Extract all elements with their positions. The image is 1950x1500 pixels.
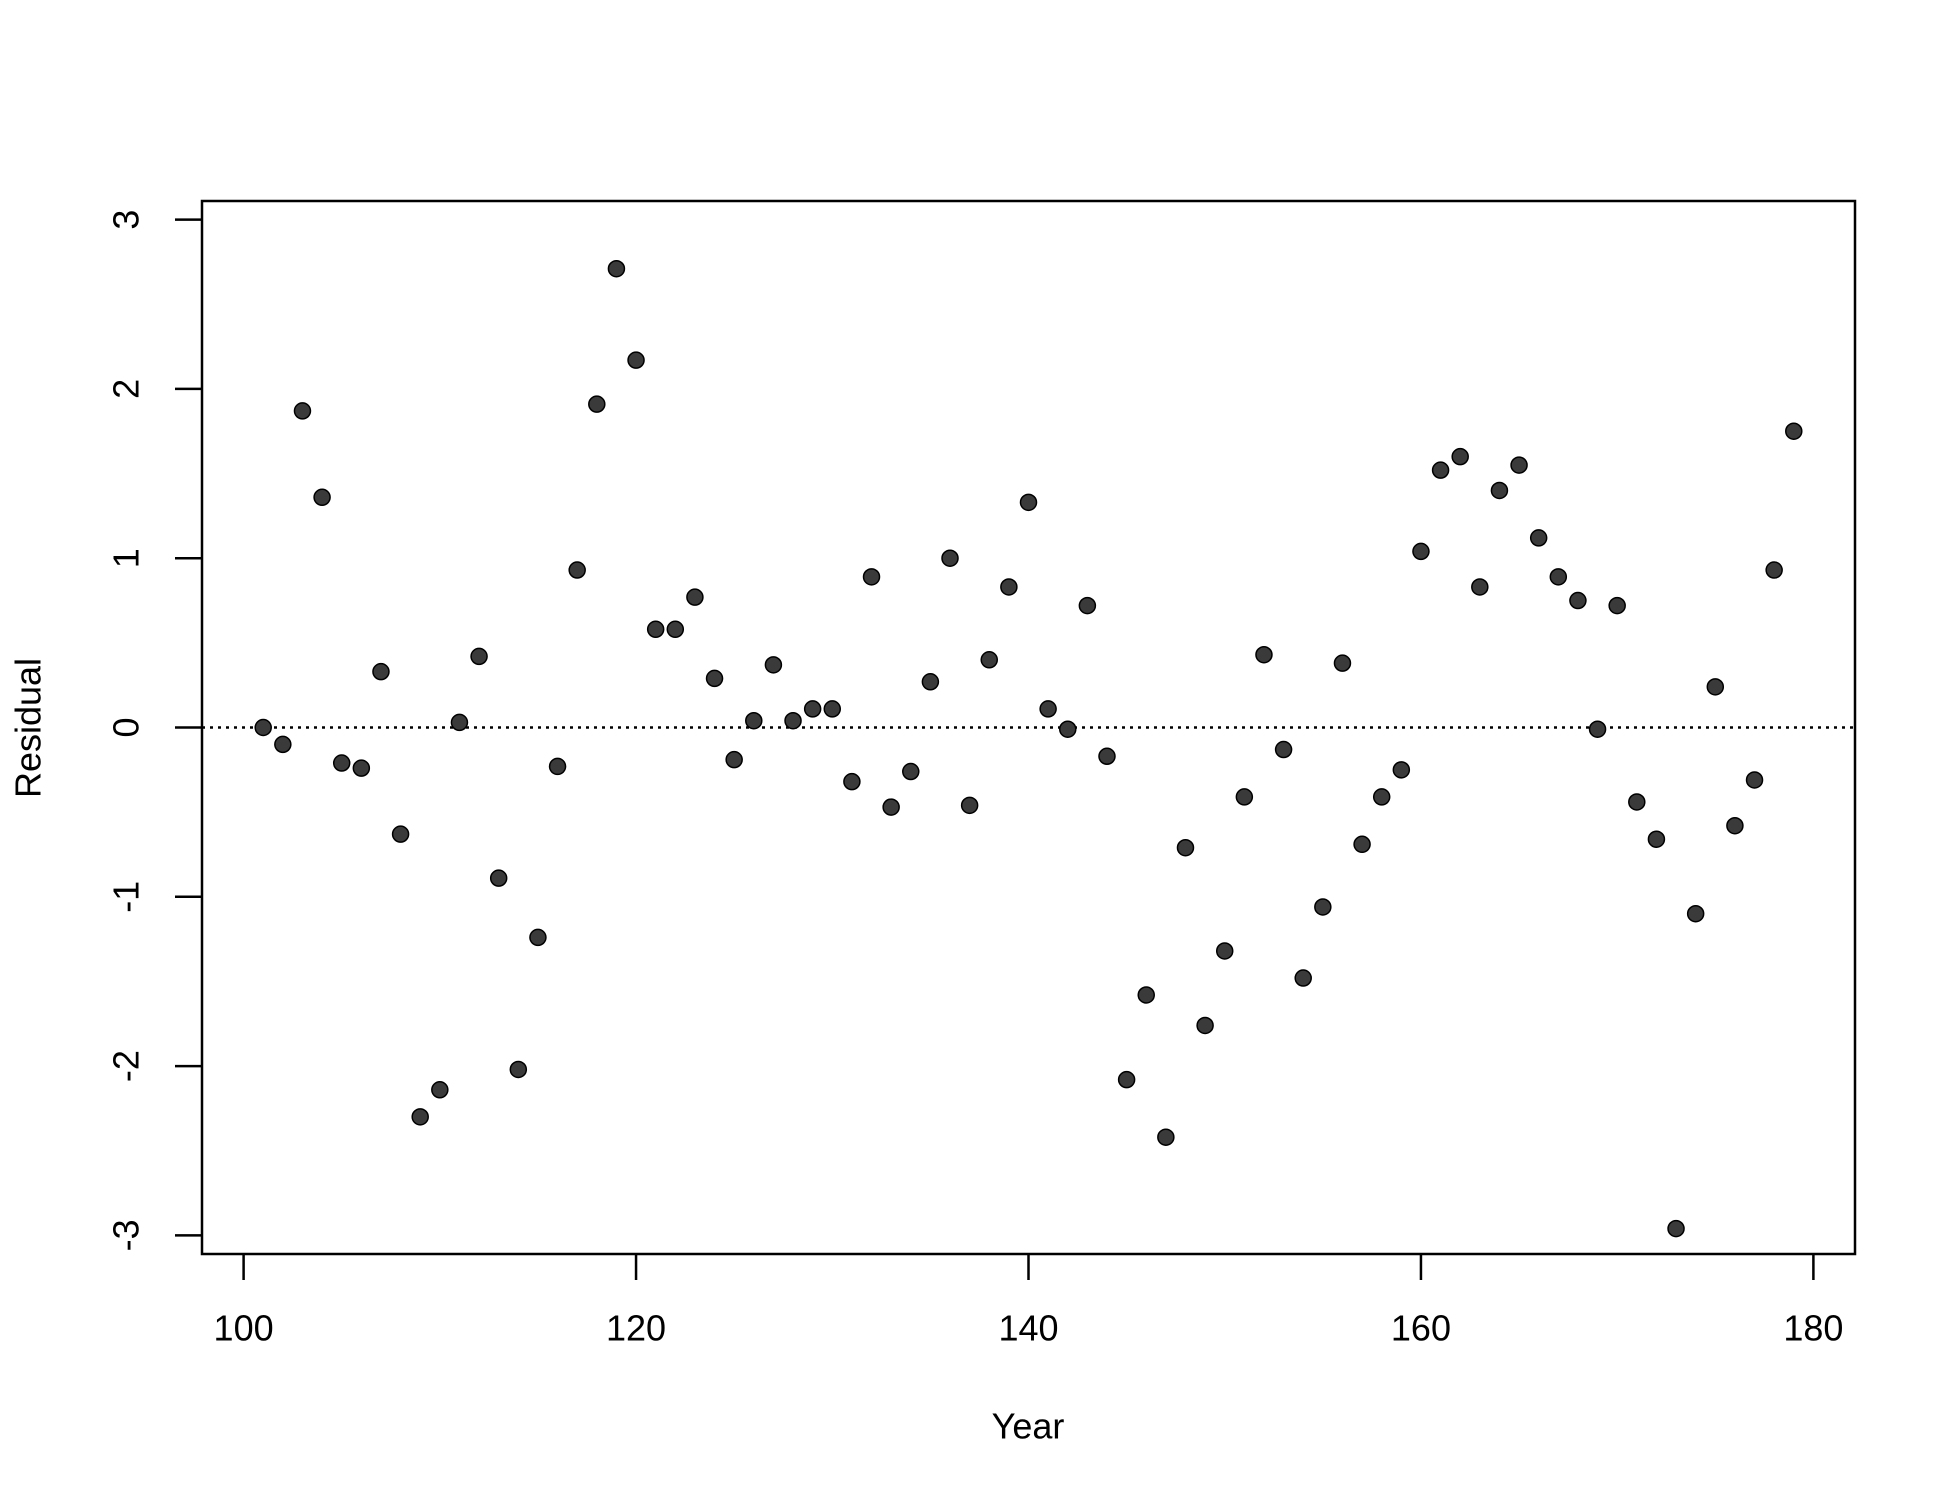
point <box>1726 816 1744 835</box>
point <box>254 718 272 737</box>
point <box>1588 720 1607 738</box>
x-tick-label: 120 <box>606 1308 666 1349</box>
x-tick-label: 100 <box>214 1308 274 1349</box>
y-tick-label: -2 <box>106 1050 147 1082</box>
y-tick-label: 3 <box>106 210 147 230</box>
y-axis-title: Residual <box>8 658 49 798</box>
point <box>1686 904 1705 923</box>
point <box>588 395 606 413</box>
point <box>666 620 685 639</box>
point <box>862 568 881 586</box>
point <box>941 549 959 567</box>
point <box>489 869 508 887</box>
point <box>705 669 724 688</box>
point <box>1549 568 1568 586</box>
point <box>980 651 999 669</box>
y-tick-label: 2 <box>106 379 147 399</box>
point <box>1157 1128 1175 1146</box>
point <box>529 928 547 947</box>
point <box>1137 986 1155 1004</box>
point <box>745 711 763 730</box>
point <box>293 402 312 420</box>
point <box>823 700 842 718</box>
point <box>1471 578 1489 596</box>
point <box>1412 542 1430 561</box>
point <box>1294 969 1312 987</box>
point <box>1745 771 1764 789</box>
point <box>1785 422 1803 440</box>
point <box>1765 561 1783 579</box>
point <box>509 1060 528 1079</box>
point <box>1176 838 1195 857</box>
point <box>1608 596 1626 615</box>
x-tick-label: 160 <box>1391 1308 1451 1349</box>
point <box>1529 529 1548 547</box>
point <box>1490 481 1509 500</box>
point <box>431 1081 449 1099</box>
y-tick-label: -1 <box>106 881 147 913</box>
point <box>470 647 488 666</box>
point <box>1196 1016 1214 1035</box>
x-tick-label: 180 <box>1783 1308 1843 1349</box>
point <box>1569 591 1587 610</box>
point <box>1392 761 1411 779</box>
point <box>1353 835 1371 854</box>
point <box>843 772 861 791</box>
y-tick-label: 0 <box>106 717 147 737</box>
point <box>411 1108 429 1126</box>
x-tick-label: 140 <box>998 1308 1058 1349</box>
point <box>803 700 822 718</box>
point <box>1314 898 1332 916</box>
point <box>1510 456 1528 474</box>
point <box>1215 942 1234 960</box>
y-tick-label: 1 <box>106 548 147 568</box>
point <box>1098 747 1116 766</box>
point <box>882 798 900 816</box>
point <box>1451 447 1469 466</box>
point <box>548 757 567 776</box>
point <box>372 662 390 681</box>
point <box>1647 830 1666 848</box>
point <box>607 259 626 278</box>
point <box>1333 654 1352 672</box>
point <box>764 656 783 674</box>
point <box>1706 678 1725 696</box>
point <box>1117 1070 1136 1089</box>
point <box>1628 793 1646 811</box>
point <box>332 754 351 772</box>
point <box>1667 1219 1685 1238</box>
point <box>391 825 410 843</box>
point <box>1431 461 1450 479</box>
point <box>352 759 371 777</box>
point <box>1078 596 1097 615</box>
point <box>627 351 645 369</box>
y-tick-label: -3 <box>106 1219 147 1251</box>
point <box>274 735 292 754</box>
point <box>1274 740 1293 759</box>
point <box>1235 788 1254 806</box>
point <box>686 588 704 606</box>
point <box>921 673 940 691</box>
point <box>902 762 920 781</box>
point <box>1255 645 1273 664</box>
point <box>313 488 331 507</box>
point <box>1058 720 1077 738</box>
point <box>1039 700 1057 718</box>
point <box>960 796 979 815</box>
point <box>1000 578 1018 596</box>
point <box>646 620 665 639</box>
point <box>568 561 586 579</box>
point <box>1019 493 1038 512</box>
point <box>784 711 802 730</box>
point <box>1372 788 1391 806</box>
point <box>725 750 743 769</box>
point <box>450 713 469 732</box>
x-axis-title: Year <box>992 1406 1065 1447</box>
